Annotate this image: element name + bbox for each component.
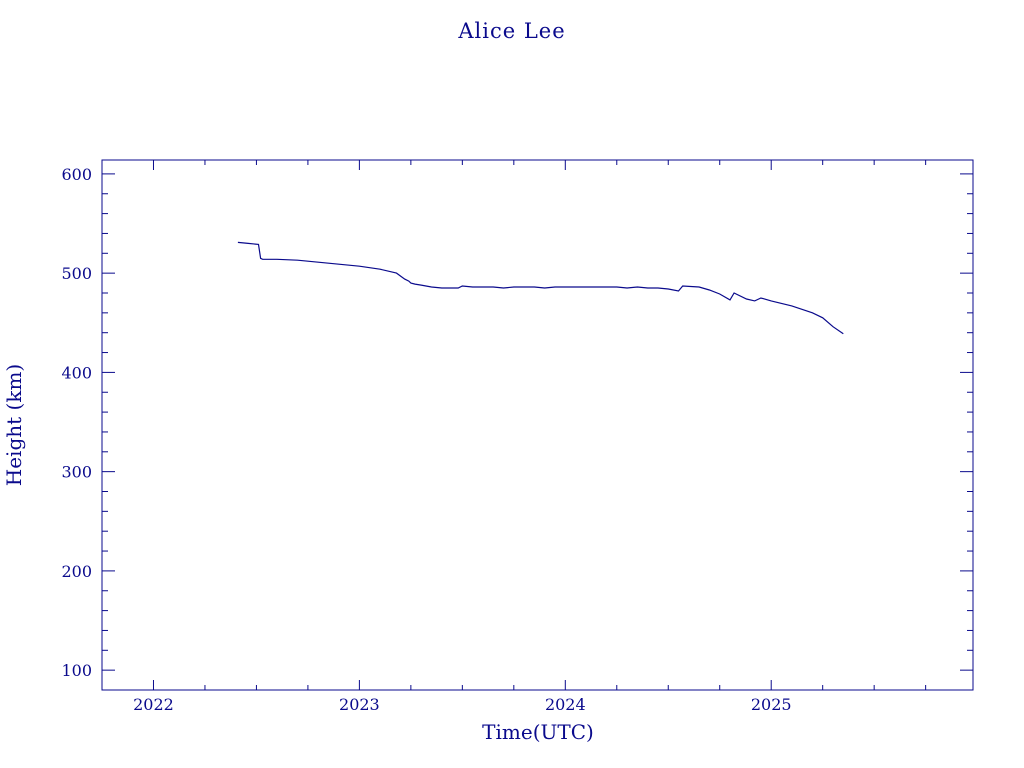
x-axis-label: Time(UTC): [482, 720, 594, 744]
y-tick-label: 400: [61, 363, 92, 382]
plot-frame: [101, 159, 974, 691]
y-axis-label: Height (km): [2, 364, 26, 486]
y-tick-label: 500: [61, 264, 92, 283]
y-tick-label: 300: [61, 463, 92, 482]
y-tick-label: 100: [61, 661, 92, 680]
series-group: [237, 241, 844, 335]
y-tick-labels: 100 200 300 400 500 600: [61, 165, 92, 680]
x-tick-label: 2023: [339, 695, 380, 714]
height-series-line: [237, 241, 844, 335]
y-tick-label: 600: [61, 165, 92, 184]
tick-marks: [101, 160, 973, 691]
x-tick-label: 2024: [545, 695, 586, 714]
chart-title: Alice Lee: [457, 19, 565, 43]
y-tick-label: 200: [61, 562, 92, 581]
x-tick-labels: 2022 2023 2024 2025: [133, 695, 791, 714]
x-tick-label: 2025: [751, 695, 792, 714]
x-tick-label: 2022: [133, 695, 174, 714]
